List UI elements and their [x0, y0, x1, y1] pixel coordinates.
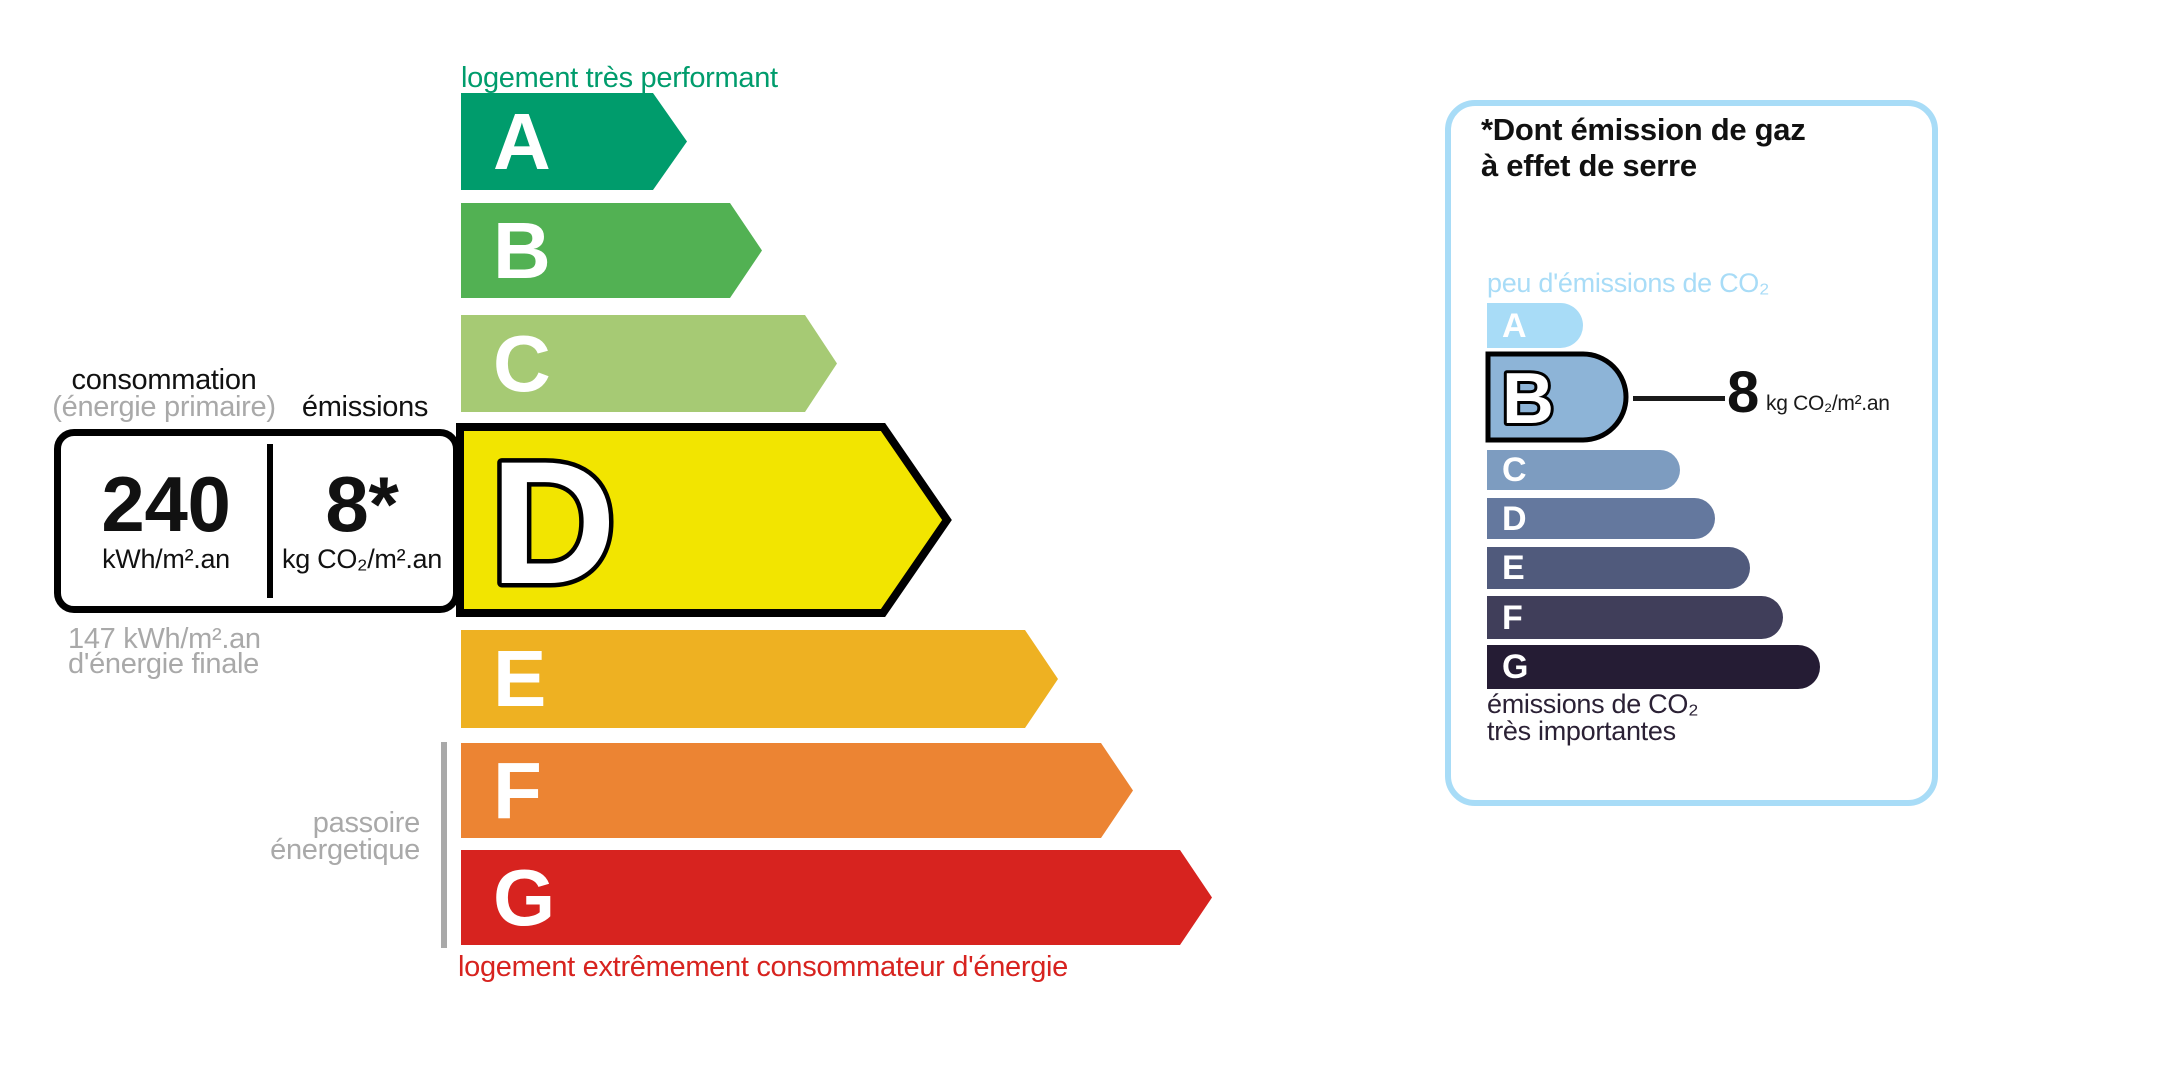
consumption-subheader: (énergie primaire) — [52, 391, 276, 423]
co2-top-label: peu d'émissions de CO₂ — [1487, 268, 1770, 298]
co2-bottom-label-line1: émissions de CO₂ — [1487, 689, 1699, 719]
co2-class-bar-c: C — [1487, 450, 1680, 490]
energy-class-bar-e: E — [461, 630, 1058, 728]
co2-class-letter-a: A — [1502, 306, 1527, 345]
energy-class-bar-a: A — [461, 93, 687, 190]
scale-top-label: logement très performant — [461, 62, 778, 94]
co2-panel-title: *Dont émission de gaz à effet de serre — [1481, 112, 1806, 184]
energy-class-letter-c: C — [493, 318, 551, 408]
emissions-value: 8* — [325, 459, 399, 548]
passoire-label-line2: énergetique — [270, 834, 420, 866]
co2-class-letter-d: D — [1502, 499, 1527, 538]
co2-class-letter-f: F — [1502, 598, 1523, 637]
co2-bottom-label-line2: très importantes — [1487, 716, 1676, 746]
co2-bottom-label: émissions de CO₂ très importantes — [1487, 689, 1699, 746]
consumption-header: consommation — [71, 364, 257, 396]
energy-class-bar-f: F — [461, 743, 1133, 838]
final-energy-note: 147 kWh/m².an d'énergie finale — [68, 623, 261, 680]
co2-class-letter-e: E — [1502, 549, 1525, 587]
co2-class-letter-c: C — [1502, 451, 1527, 489]
consumption-cell: 240 kWh/m².an — [61, 436, 271, 606]
scale-bottom-label: logement extrêmement consommateur d'éner… — [458, 951, 1069, 983]
co2-current-class-shape — [1485, 351, 1629, 443]
co2-panel-title-line1: *Dont émission de gaz — [1481, 112, 1806, 147]
energy-class-letter-g: G — [493, 852, 555, 942]
box-divider — [267, 444, 273, 598]
consumption-unit: kWh/m².an — [102, 544, 230, 575]
co2-value-unit: kg CO₂/m².an — [1766, 392, 1890, 415]
emissions-cell: 8* kg CO₂/m².an — [271, 436, 453, 606]
final-energy-line1: 147 kWh/m².an — [68, 623, 261, 655]
energy-class-bar-b: B — [461, 203, 762, 298]
energy-class-bar-c: C — [461, 315, 837, 412]
co2-panel-title-line2: à effet de serre — [1481, 148, 1697, 183]
co2-class-bar-g: G — [1487, 645, 1820, 689]
co2-class-letter-b: B — [1502, 359, 1554, 439]
energy-class-letter-d: D — [490, 426, 616, 620]
energy-class-letter-b: B — [493, 205, 551, 295]
emissions-unit: kg CO₂/m².an — [282, 544, 442, 575]
passoire-label: passoire énergetique — [160, 807, 421, 866]
energy-class-letter-f: F — [493, 745, 542, 835]
passoire-label-line1: passoire — [312, 807, 421, 839]
final-energy-line2: d'énergie finale — [68, 648, 259, 680]
consumption-value: 240 — [101, 459, 231, 548]
co2-class-bar-f: F — [1487, 596, 1783, 639]
co2-class-letter-g: G — [1502, 648, 1529, 686]
co2-class-bar-b-current: B — [1485, 351, 1629, 443]
co2-class-bar-a: A — [1487, 303, 1583, 348]
co2-class-bar-e: E — [1487, 547, 1750, 589]
co2-value: 8 — [1727, 360, 1759, 425]
emissions-header: émissions — [301, 391, 429, 423]
energy-class-bar-g: G — [461, 850, 1212, 945]
co2-value-connector-line — [1633, 396, 1725, 401]
co2-class-bar-d: D — [1487, 498, 1715, 539]
energy-class-letter-a: A — [493, 96, 551, 186]
energy-class-bar-d-current: D — [456, 422, 952, 620]
passoire-bracket-bar — [441, 742, 447, 948]
current-class-arrow-shape — [456, 423, 952, 617]
consumption-value-box: 240 kWh/m².an 8* kg CO₂/m².an — [54, 429, 460, 613]
energy-class-letter-e: E — [493, 634, 547, 723]
